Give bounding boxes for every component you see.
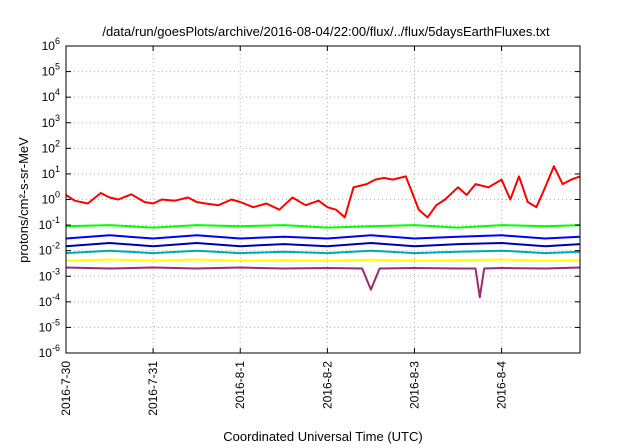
- series-line-4: [65, 242, 581, 248]
- chart-title: /data/run/goesPlots/archive/2016-08-04/2…: [102, 24, 550, 39]
- series-line-2: [65, 224, 581, 229]
- data-series: [65, 165, 581, 299]
- x-axis-ticks: 2016-7-30 2016-7-31 2016-8-1 2016-8-2 2016-8…: [59, 46, 509, 416]
- y-tick-label: 10-1: [39, 215, 60, 232]
- grid-lines: [66, 46, 580, 353]
- x-tick-label: 2016-7-31: [146, 361, 160, 416]
- x-tick-label: 2016-7-30: [59, 361, 73, 416]
- y-axis-ticks: 10-6 10-5 10-4 10-3 10-2 10-1 100 101 102 103 104 1…: [39, 36, 580, 360]
- y-tick-label: 10-6: [39, 343, 60, 360]
- y-tick-label: 100: [42, 190, 60, 207]
- x-tick-label: 2016-8-3: [407, 361, 421, 409]
- y-tick-label: 10-4: [39, 292, 60, 309]
- series-line-6: [65, 258, 581, 262]
- series-line-5: [65, 249, 581, 255]
- series-line-7: [65, 266, 581, 299]
- y-tick-label: 10-3: [39, 266, 60, 283]
- y-tick-label: 104: [42, 87, 60, 104]
- series-line-1: [65, 165, 581, 219]
- x-tick-label: 2016-8-2: [320, 361, 334, 409]
- x-axis-label: Coordinated Universal Time (UTC): [223, 429, 422, 444]
- x-tick-label: 2016-8-1: [233, 361, 247, 409]
- y-tick-label: 10-2: [39, 241, 60, 258]
- y-tick-label: 106: [42, 36, 60, 53]
- series-line-3: [65, 234, 581, 240]
- y-tick-label: 105: [42, 62, 60, 79]
- x-tick-label: 2016-8-4: [495, 361, 509, 409]
- y-tick-label: 103: [42, 113, 60, 130]
- y-tick-label: 102: [42, 138, 60, 155]
- y-tick-label: 10-5: [39, 317, 60, 334]
- y-axis-label: protons/cm²-s-sr-MeV: [16, 137, 31, 263]
- y-tick-label: 101: [42, 164, 60, 181]
